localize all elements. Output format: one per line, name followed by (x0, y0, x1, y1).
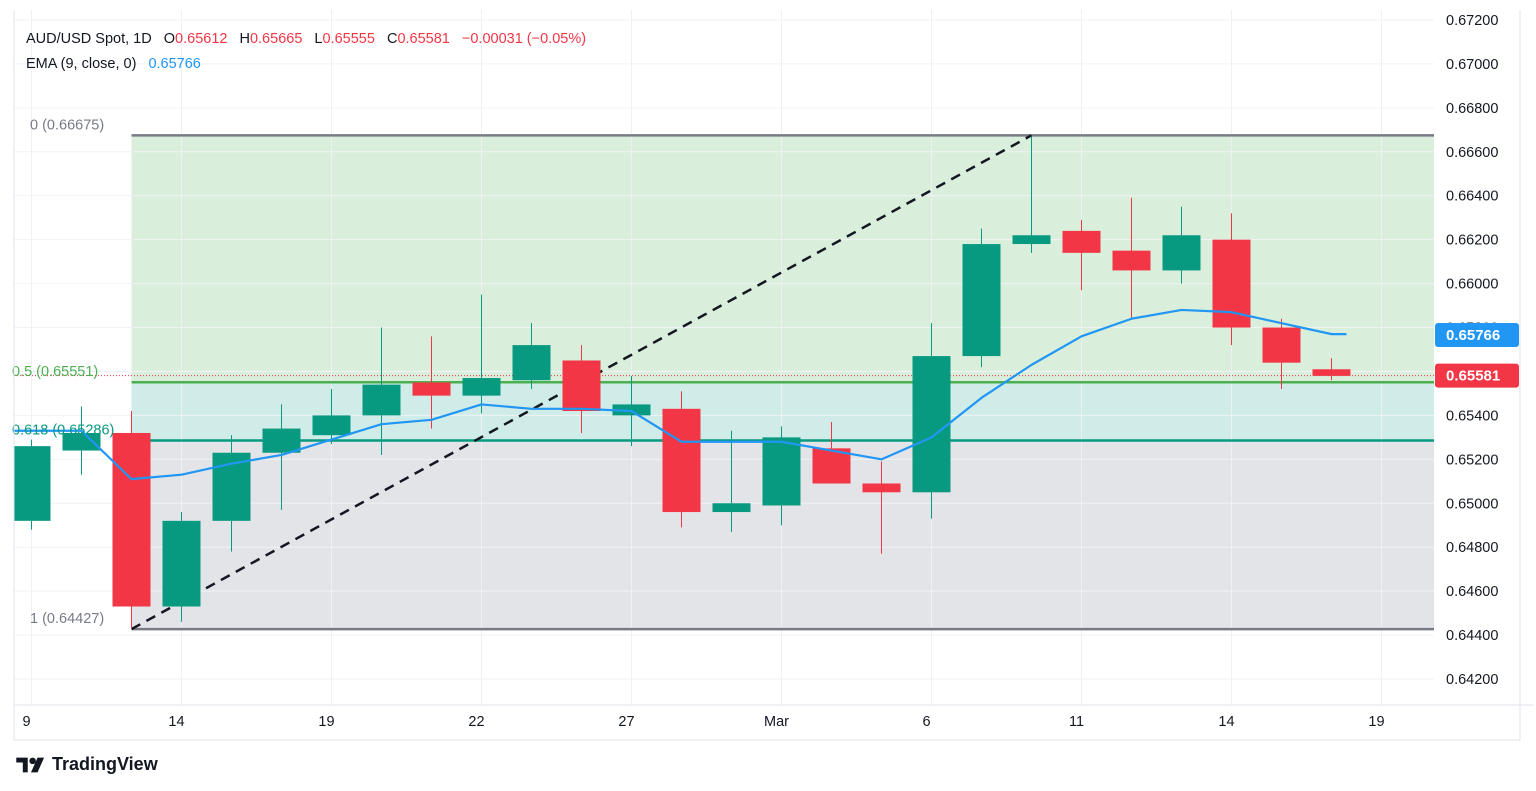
y-tick-label: 0.66400 (1446, 189, 1498, 205)
x-tick-label: 14 (168, 714, 184, 730)
open-value: 0.65612 (175, 31, 228, 47)
x-tick-label: 14 (1218, 714, 1234, 730)
y-tick-label: 0.64600 (1446, 584, 1498, 600)
y-tick-label: 0.64400 (1446, 628, 1498, 644)
candle-down[interactable] (1262, 327, 1301, 363)
fib-level-label: 0 (0.66675) (30, 117, 104, 133)
candle-up[interactable] (462, 378, 501, 396)
y-tick-label: 0.66600 (1446, 145, 1498, 161)
tradingview-name: TradingView (52, 754, 158, 774)
candle-down[interactable] (1312, 369, 1351, 376)
candle-down[interactable] (1062, 230, 1101, 253)
fib-level-label: 0.618 (0.65286) (12, 422, 114, 438)
price-tag[interactable] (1435, 323, 1519, 348)
x-tick-label: 6 (922, 714, 930, 730)
candle-up[interactable] (262, 428, 301, 453)
fib-level-label: 0.5 (0.65551) (12, 364, 98, 380)
y-tick-label: 0.66800 (1446, 101, 1498, 117)
y-tick-label: 0.67000 (1446, 57, 1498, 73)
x-tick-label: 22 (468, 714, 484, 730)
candle-up[interactable] (1012, 235, 1051, 245)
high-label: H (239, 31, 250, 47)
symbol-label[interactable]: AUD/USD Spot, 1D (26, 31, 152, 47)
y-tick-label: 0.67200 (1446, 13, 1498, 29)
candle-up[interactable] (962, 244, 1001, 357)
y-tick-label: 0.64800 (1446, 540, 1498, 556)
open-label: O (163, 31, 176, 47)
x-tick-label: Mar (764, 714, 789, 730)
change-value: −0.00031 (−0.05%) (461, 31, 587, 47)
y-tick-label: 0.65200 (1446, 452, 1498, 468)
ema-line[interactable] (14, 308, 1347, 481)
close-value: 0.65581 (397, 31, 450, 47)
candle-up[interactable] (712, 503, 751, 513)
candle-up[interactable] (1162, 235, 1201, 271)
candle-down[interactable] (562, 360, 601, 412)
price-tag-label: 0.65581 (1446, 368, 1500, 385)
x-tick-label: 19 (1368, 714, 1384, 730)
x-tick-label: 11 (1069, 714, 1084, 730)
y-tick-label: 0.65000 (1446, 496, 1498, 512)
y-tick-label: 0.66000 (1446, 277, 1498, 293)
candle-up[interactable] (312, 415, 351, 436)
candle-up[interactable] (512, 345, 551, 381)
low-value: 0.65555 (322, 31, 375, 47)
candle-down[interactable] (412, 382, 451, 396)
legend-ema-row: EMA (9, close, 0) 0.65766 (26, 52, 586, 77)
fib-level-label: 1 (0.64427) (30, 611, 104, 627)
x-tick-label: 27 (618, 714, 634, 730)
ema-value: 0.65766 (148, 56, 201, 72)
high-value: 0.65665 (249, 31, 303, 47)
candle-up[interactable] (162, 520, 201, 607)
ema-label[interactable]: EMA (9, close, 0) (26, 56, 137, 72)
candle-up[interactable] (912, 356, 951, 493)
candle-down[interactable] (112, 432, 151, 607)
price-tag[interactable] (1435, 363, 1519, 388)
candle-down[interactable] (862, 483, 901, 493)
y-tick-label: 0.65400 (1446, 408, 1498, 424)
candle-up[interactable] (62, 432, 101, 451)
candle-down[interactable] (812, 448, 851, 484)
y-tick-label: 0.64200 (1446, 672, 1498, 688)
x-tick-label: 19 (318, 714, 334, 730)
candle-down[interactable] (662, 408, 701, 513)
tradingview-branding[interactable]: TradingView (16, 754, 158, 775)
candle-up[interactable] (762, 437, 801, 506)
y-tick-label: 0.66200 (1446, 233, 1498, 249)
candle-up[interactable] (362, 384, 401, 416)
candle-down[interactable] (1112, 250, 1151, 271)
low-label: L (314, 31, 323, 47)
close-label: C (386, 31, 398, 47)
legend-symbol-row: AUD/USD Spot, 1D O0.65612 H0.65665 L0.65… (26, 27, 586, 52)
candle-up[interactable] (14, 446, 51, 521)
price-tag-label: 0.65766 (1446, 327, 1500, 344)
x-tick-label: 9 (22, 714, 30, 730)
chart-legend: AUD/USD Spot, 1D O0.65612 H0.65665 L0.65… (26, 27, 586, 77)
tradingview-logo-icon (16, 757, 45, 772)
